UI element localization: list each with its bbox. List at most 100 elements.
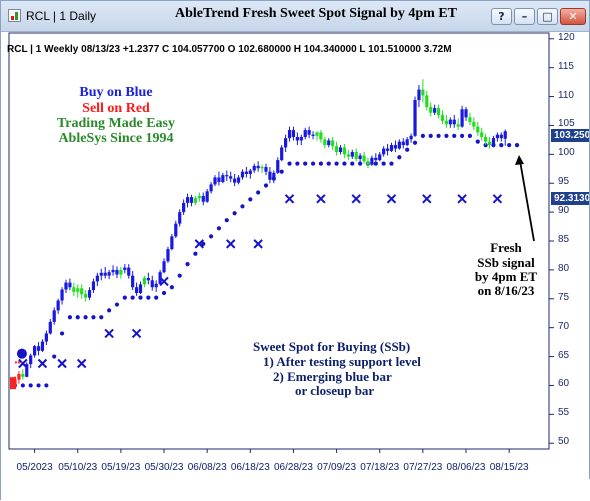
price-bar [17, 371, 21, 384]
bar-body [36, 346, 41, 351]
bar-body [48, 321, 52, 334]
price-bar [452, 115, 456, 128]
title-bar[interactable]: RCL | 1 Daily AbleTrend Fresh Sweet Spot… [1, 1, 589, 32]
stop-dot [287, 161, 292, 166]
stop-dot [436, 133, 441, 138]
price-bar [503, 129, 507, 146]
bar-body [80, 288, 84, 295]
x-marker [253, 239, 263, 249]
stop-dot [342, 161, 347, 166]
price-bar [221, 172, 225, 184]
x-marker [131, 328, 142, 339]
maximize-button[interactable]: □ [537, 8, 558, 25]
bar-body [166, 249, 170, 262]
bar-body [240, 171, 245, 178]
price-bar [350, 149, 354, 159]
help-button[interactable]: ? [491, 8, 512, 25]
bar-body [362, 155, 366, 162]
bar-body [491, 138, 496, 146]
price-bar [260, 164, 264, 173]
x-marker [104, 328, 114, 339]
price-bar [495, 132, 499, 142]
price-bar [429, 102, 433, 117]
bar-body [252, 165, 256, 171]
bar-body [480, 132, 484, 137]
price-bar [354, 148, 358, 162]
stop-dot [310, 161, 316, 166]
x-tick-label: 07/27/23 [403, 462, 443, 473]
price-bar [323, 137, 327, 149]
price-bar [158, 269, 162, 285]
bar-body [476, 126, 480, 133]
stop-dot [161, 290, 167, 296]
stop-dot [514, 142, 520, 148]
bar-body [323, 139, 327, 146]
stop-dot [28, 383, 33, 388]
bar-body [291, 130, 296, 137]
minimize-button[interactable]: – [514, 8, 535, 25]
bar-body [338, 147, 343, 153]
price-bar [366, 157, 370, 169]
bar-body [382, 148, 386, 155]
price-bar [413, 96, 417, 137]
x-tick-label: 08/06/23 [446, 462, 486, 473]
price-bar [484, 133, 488, 146]
chart-canvas[interactable] [1, 31, 589, 479]
fresh-label-1: Fresh [490, 240, 522, 255]
bar-body [327, 140, 331, 146]
price-bar [295, 132, 299, 146]
price-bar [272, 170, 276, 184]
close-button[interactable]: ✕ [560, 8, 586, 25]
x-tick-label: 06/18/23 [230, 462, 270, 473]
bar-body [17, 373, 21, 380]
price-bar [362, 152, 366, 164]
price-bar [464, 106, 468, 121]
price-bar [491, 135, 496, 148]
bar-body [103, 272, 107, 276]
fresh-label-4: on 8/16/23 [477, 283, 535, 298]
price-bar [48, 319, 52, 335]
x-tick-label: 05/10/23 [58, 462, 98, 473]
x-marker [76, 358, 87, 369]
price-bar [248, 168, 252, 179]
x-marker-stroke [159, 276, 169, 287]
bar-body [229, 176, 233, 179]
bar-body [33, 346, 37, 356]
x-tick-label: 05/30/23 [144, 462, 184, 473]
axes [8, 32, 554, 453]
price-bar [256, 161, 260, 172]
price-bar [213, 175, 217, 187]
bar-body [303, 130, 307, 137]
bar-body [107, 272, 111, 276]
price-bar [342, 143, 347, 158]
stop-dot [303, 161, 308, 166]
price-bar [111, 265, 115, 276]
x-marker [37, 358, 48, 369]
bar-body [131, 275, 135, 288]
bar-body [205, 191, 209, 202]
bar-body [366, 161, 370, 165]
price-bar [468, 112, 472, 126]
bar-body [468, 117, 472, 122]
price-bar [456, 118, 460, 131]
bar-body [193, 198, 198, 203]
stop-dot [483, 142, 488, 148]
bar-body [378, 154, 382, 161]
bar-body [295, 137, 299, 141]
bar-body [72, 287, 76, 292]
y-tick-label: 100 [558, 147, 575, 159]
bar-body [276, 160, 280, 173]
price-bar [409, 133, 413, 143]
stop-dot [334, 161, 339, 166]
bar-body [370, 157, 374, 165]
x-marker-stroke [316, 194, 326, 204]
price-bar [311, 131, 315, 140]
price-bar [268, 167, 272, 184]
price-bar [68, 278, 72, 291]
bar-body [268, 171, 272, 180]
x-tick-label: 06/08/23 [187, 462, 227, 473]
bar-body [174, 223, 178, 237]
price-bar [385, 143, 390, 156]
bar-body [256, 165, 260, 169]
price-bar [21, 369, 25, 380]
